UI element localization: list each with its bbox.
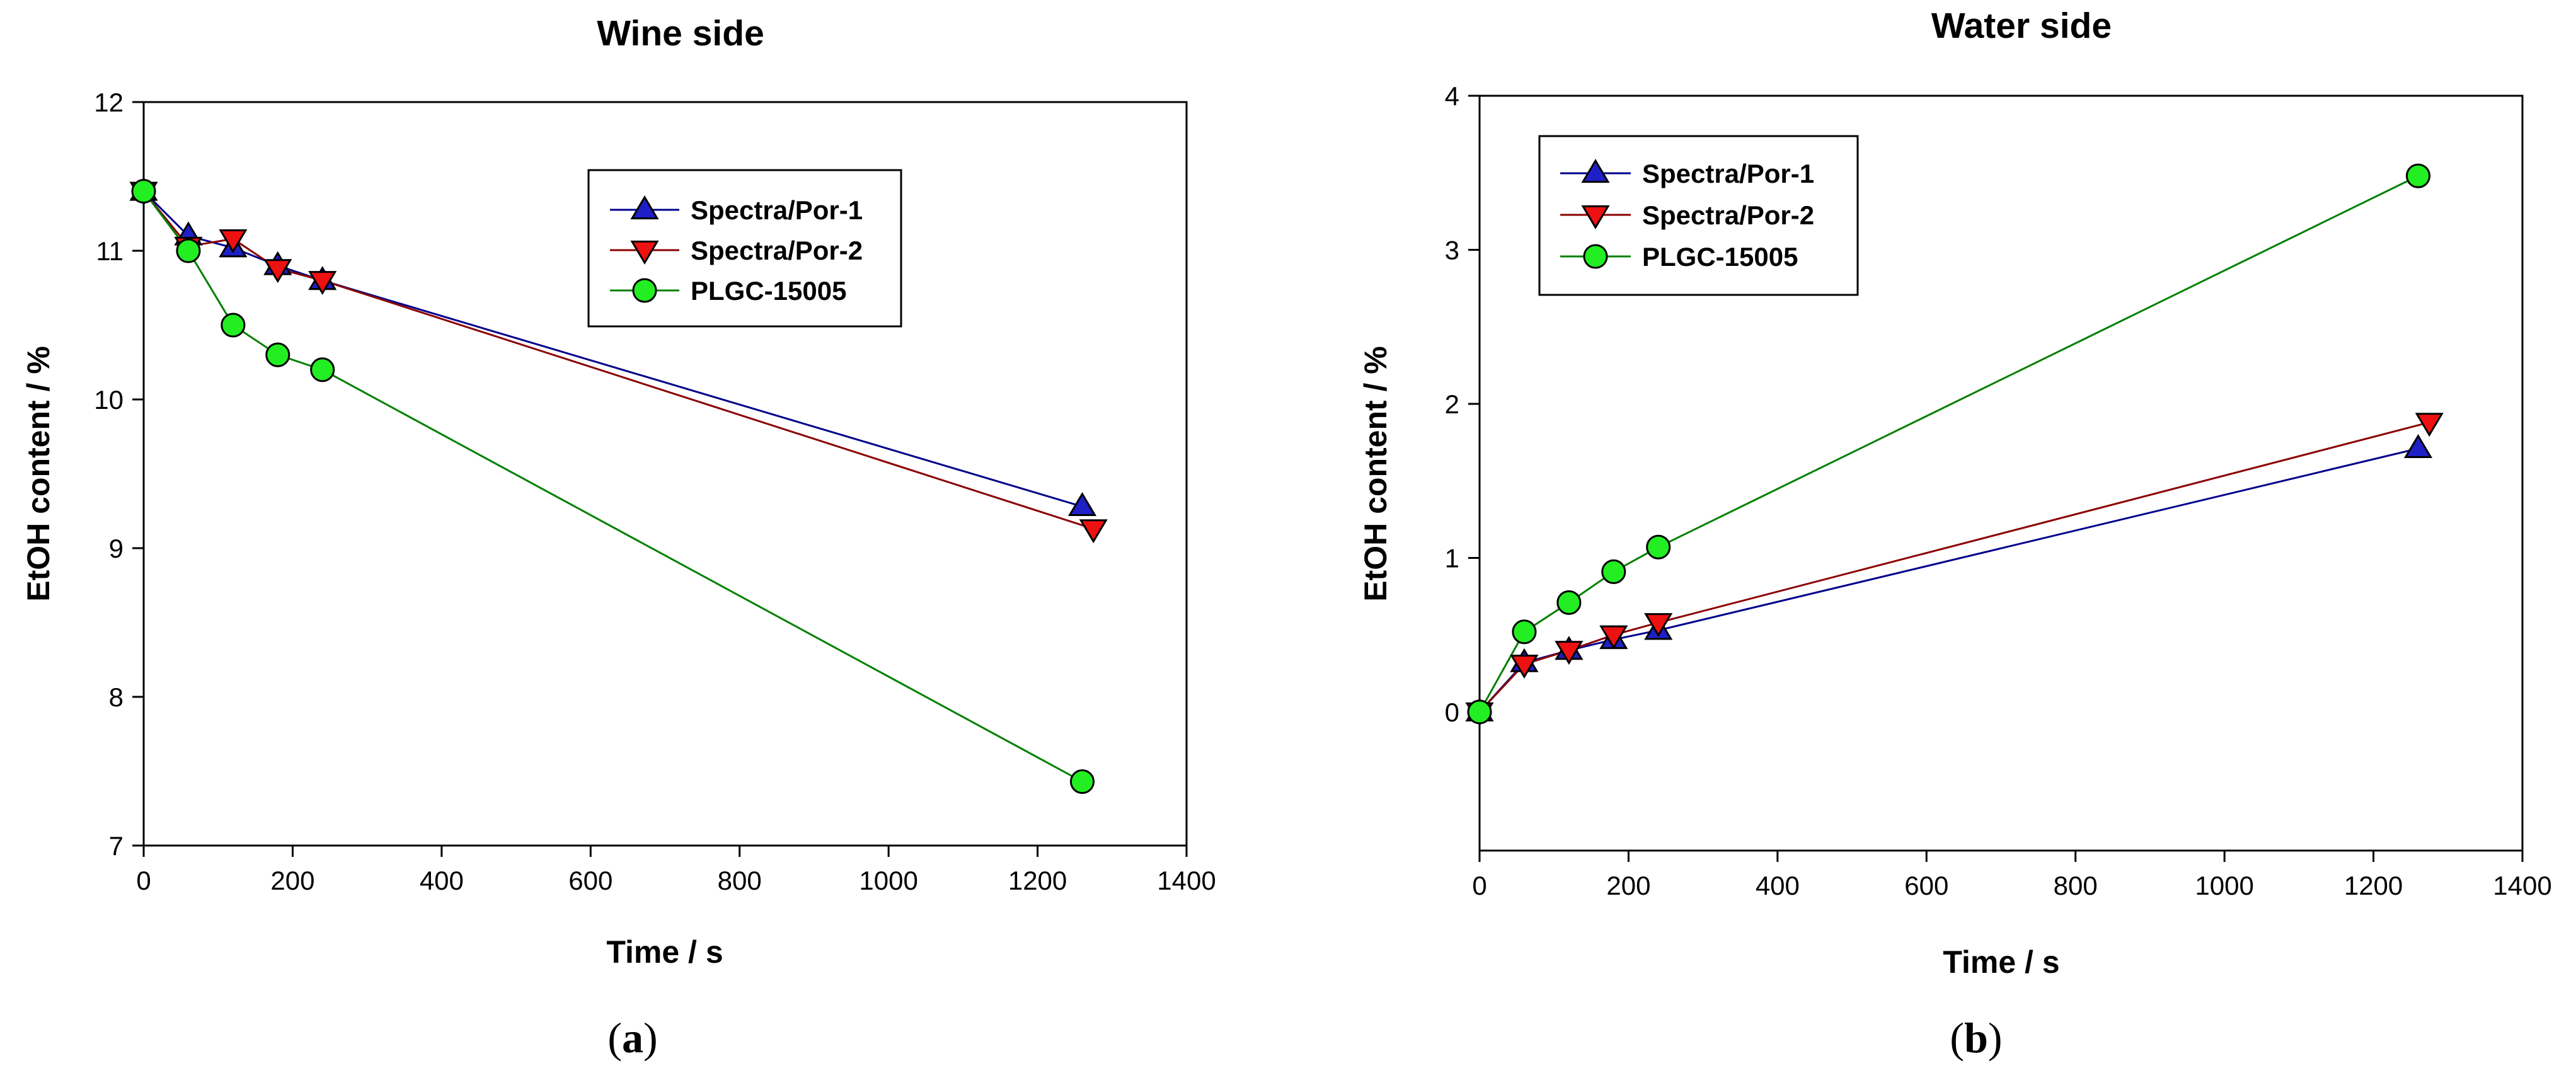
legend-marker — [632, 278, 657, 303]
chart-wine-side: Wine side 0 200 400 600 800 1000 1200 1400 7 8 9 10… — [21, 13, 1216, 1062]
y-tick-label: 4 — [1445, 81, 1459, 111]
data-point-spectra-por-2 — [2415, 413, 2444, 437]
chart-water-side: Water side 0 200 400 600 800 1000 1200 1400 0 1 2 3… — [1358, 6, 2552, 1062]
legend-entry-spectra-por-1: Spectra/Por-1 — [1560, 159, 1814, 188]
data-point-spectra-por-2 — [1510, 655, 1539, 679]
data-point-spectra-por-2 — [263, 259, 292, 284]
data-point-plgc-15005 — [1646, 534, 1671, 559]
data-point-plgc-15005 — [265, 342, 290, 367]
legend-label: PLGC-15005 — [1642, 242, 1798, 272]
data-point-plgc-15005 — [2405, 163, 2431, 188]
data-point-plgc-15005 — [310, 357, 335, 382]
x-tick-label: 400 — [1756, 871, 1800, 900]
data-point-spectra-por-2 — [308, 271, 337, 296]
legend-entries: Spectra/Por-1 Spectra/Por-2 PLGC-15005 — [610, 195, 863, 306]
legend-entries: Spectra/Por-1 Spectra/Por-2 PLGC-15005 — [1560, 159, 1814, 272]
x-tick-label: 1400 — [1157, 866, 1216, 895]
chart-title: Water side — [1931, 6, 2112, 46]
panel-label: (a) — [607, 1014, 657, 1062]
series-markers — [1465, 163, 2444, 726]
data-point-plgc-15005 — [1601, 559, 1626, 585]
legend-entry-spectra-por-2: Spectra/Por-2 — [1560, 200, 1814, 230]
tick-group: 0 200 400 600 800 1000 1200 1400 7 8 9 10 11 12 — [94, 88, 1216, 895]
legend-entry-spectra-por-1: Spectra/Por-1 — [610, 195, 863, 225]
series-line-spectra-por-2 — [1478, 421, 2430, 713]
data-point-plgc-15005 — [1556, 590, 1582, 615]
y-tick-label: 12 — [94, 88, 124, 117]
x-tick-label: 1400 — [2493, 871, 2551, 900]
data-point-plgc-15005 — [1512, 619, 1537, 645]
x-tick-label: 1200 — [1008, 866, 1067, 895]
legend-marker — [630, 195, 659, 220]
legend-entry-plgc-15005: PLGC-15005 — [610, 276, 846, 306]
data-point-plgc-15005 — [1467, 699, 1492, 725]
x-tick-label: 1200 — [2344, 871, 2403, 900]
x-tick-label: 200 — [1606, 871, 1650, 900]
x-tick-label: 800 — [2054, 871, 2098, 900]
y-axis-label: EtOH content / % — [1358, 346, 1393, 602]
data-point-plgc-15005 — [176, 238, 201, 263]
x-tick-label: 1000 — [859, 866, 917, 895]
data-point-spectra-por-2 — [1599, 625, 1628, 650]
data-point-plgc-15005 — [131, 179, 156, 204]
y-tick-label: 10 — [94, 385, 124, 415]
y-tick-label: 0 — [1445, 697, 1459, 727]
y-tick-label: 2 — [1445, 389, 1459, 419]
y-tick-label: 1 — [1445, 543, 1459, 573]
data-point-spectra-por-1 — [2403, 433, 2433, 458]
x-axis-label: Time / s — [1943, 944, 2059, 980]
legend-marker — [1581, 205, 1610, 229]
legend-marker — [1581, 159, 1610, 183]
series-line-plgc-15005 — [1478, 175, 2419, 713]
data-point-spectra-por-1 — [1067, 491, 1097, 516]
y-tick-label: 8 — [109, 682, 124, 712]
legend-label: Spectra/Por-2 — [1642, 200, 1814, 230]
y-tick-label: 3 — [1445, 235, 1459, 265]
series-line-spectra-por-1 — [142, 190, 1083, 508]
x-tick-label: 0 — [136, 866, 151, 895]
data-point-plgc-15005 — [1069, 769, 1095, 795]
legend-marker — [1583, 244, 1608, 269]
data-point-spectra-por-2 — [1555, 641, 1584, 665]
legend-entry-spectra-por-2: Spectra/Por-2 — [610, 236, 863, 265]
x-tick-label: 800 — [718, 866, 762, 895]
y-tick-label: 9 — [109, 534, 124, 563]
series-markers — [129, 176, 1108, 795]
x-tick-label: 0 — [1472, 871, 1486, 900]
data-point-spectra-por-2 — [219, 229, 248, 254]
legend-label: Spectra/Por-2 — [691, 236, 863, 265]
panel-label: (b) — [1950, 1014, 2002, 1062]
chart-title: Wine side — [597, 13, 764, 54]
x-tick-label: 600 — [1904, 871, 1948, 900]
legend: Spectra/Por-1 Spectra/Por-2 PLGC-15005 — [1538, 135, 1859, 296]
plot-frame — [142, 101, 1188, 847]
legend-label: PLGC-15005 — [691, 276, 846, 306]
data-point-spectra-por-2 — [1644, 613, 1673, 638]
y-tick-label: 11 — [96, 236, 124, 266]
y-tick-label: 7 — [109, 831, 124, 861]
legend: Spectra/Por-1 Spectra/Por-2 PLGC-15005 — [587, 169, 902, 328]
tick-group: 0 200 400 600 800 1000 1200 1400 0 1 2 3 4 — [1445, 81, 2552, 900]
legend-label: Spectra/Por-1 — [691, 195, 863, 225]
legend-label: Spectra/Por-1 — [1642, 159, 1814, 188]
x-tick-label: 1000 — [2195, 871, 2253, 900]
x-axis-label: Time / s — [606, 934, 723, 970]
x-tick-label: 400 — [420, 866, 464, 895]
legend-marker — [630, 240, 659, 265]
x-tick-label: 600 — [568, 866, 612, 895]
x-tick-label: 200 — [270, 866, 314, 895]
data-point-plgc-15005 — [221, 313, 246, 338]
data-point-spectra-por-2 — [1079, 519, 1108, 544]
plot-frame — [1478, 95, 2524, 852]
legend-entry-plgc-15005: PLGC-15005 — [1560, 242, 1798, 272]
y-axis-label: EtOH content / % — [21, 346, 56, 602]
